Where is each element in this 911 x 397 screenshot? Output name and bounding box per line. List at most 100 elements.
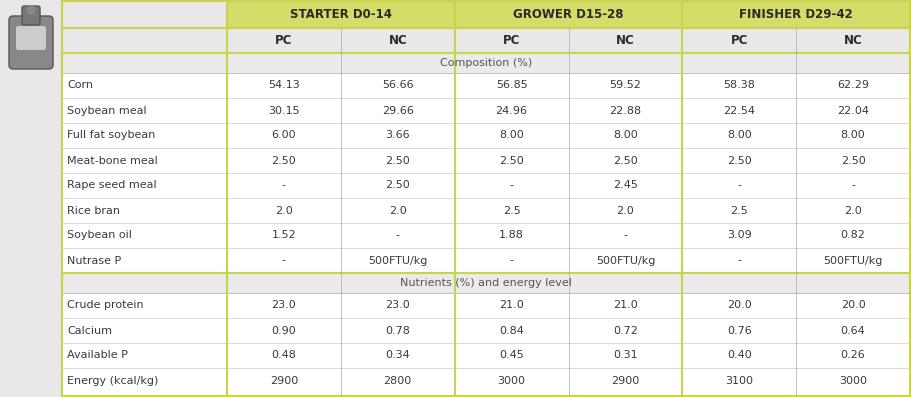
Text: 0.82: 0.82 [841,231,865,241]
Bar [62,223,910,248]
Bar [796,28,910,53]
Text: Soybean oil: Soybean oil [67,231,132,241]
Bar [62,28,227,53]
Text: 22.04: 22.04 [837,106,869,116]
Text: 0.26: 0.26 [841,351,865,360]
Text: 2.50: 2.50 [613,156,638,166]
Text: 2.50: 2.50 [727,156,752,166]
Text: 8.00: 8.00 [499,131,524,141]
Text: 20.0: 20.0 [727,301,752,310]
Text: 2.5: 2.5 [503,206,520,216]
Text: 0.78: 0.78 [385,326,410,335]
Bar [62,123,910,148]
Text: 2800: 2800 [384,376,412,385]
Bar [62,1,227,28]
Text: 0.64: 0.64 [841,326,865,335]
Bar [341,28,455,53]
Text: 20.0: 20.0 [841,301,865,310]
Text: 500FTU/kg: 500FTU/kg [368,256,427,266]
Text: 0.90: 0.90 [271,326,296,335]
Text: 1.52: 1.52 [271,231,296,241]
Text: 0.72: 0.72 [613,326,638,335]
Text: 56.66: 56.66 [382,81,414,91]
Text: 2.50: 2.50 [385,181,410,191]
Text: 0.31: 0.31 [613,351,638,360]
Bar [62,293,910,318]
Bar [62,368,910,393]
Text: 500FTU/kg: 500FTU/kg [596,256,655,266]
Text: Rice bran: Rice bran [67,206,120,216]
Text: 22.54: 22.54 [723,106,755,116]
Text: GROWER D15-28: GROWER D15-28 [513,8,624,21]
Text: 2.45: 2.45 [613,181,638,191]
Text: NC: NC [388,34,407,47]
Text: 500FTU/kg: 500FTU/kg [824,256,883,266]
Text: -: - [737,256,742,266]
Text: 8.00: 8.00 [613,131,638,141]
Text: 0.48: 0.48 [271,351,296,360]
Text: Corn: Corn [67,81,93,91]
Text: 1.88: 1.88 [499,231,524,241]
Text: -: - [851,181,855,191]
Text: NC: NC [844,34,863,47]
Text: Energy (kcal/kg): Energy (kcal/kg) [67,376,159,385]
Text: 3100: 3100 [725,376,753,385]
Bar [568,28,682,53]
Text: 2900: 2900 [611,376,640,385]
Text: -: - [509,256,514,266]
FancyBboxPatch shape [9,16,53,69]
Bar [227,28,341,53]
Bar [62,148,910,173]
Text: 59.52: 59.52 [609,81,641,91]
Text: Crude protein: Crude protein [67,301,144,310]
Text: 6.00: 6.00 [271,131,296,141]
Text: 21.0: 21.0 [613,301,638,310]
Text: Meat-bone meal: Meat-bone meal [67,156,158,166]
FancyBboxPatch shape [16,26,46,50]
Text: 2.5: 2.5 [731,206,748,216]
Text: PC: PC [731,34,748,47]
Text: 2.0: 2.0 [844,206,862,216]
Text: 2.50: 2.50 [385,156,410,166]
Bar [62,98,910,123]
Bar [62,273,910,293]
Bar [682,28,796,53]
Text: 8.00: 8.00 [727,131,752,141]
Bar [62,73,910,98]
Text: Rape seed meal: Rape seed meal [67,181,157,191]
Text: Composition (%): Composition (%) [440,58,532,68]
Text: 2.0: 2.0 [389,206,406,216]
Text: PC: PC [503,34,520,47]
Text: -: - [737,181,742,191]
Text: 3000: 3000 [497,376,526,385]
Text: -: - [281,256,286,266]
Text: 54.13: 54.13 [268,81,300,91]
Text: 2.0: 2.0 [617,206,634,216]
Bar [0,0,62,397]
FancyBboxPatch shape [22,6,40,25]
Text: 2.50: 2.50 [841,156,865,166]
Text: Available P: Available P [67,351,128,360]
Bar [62,248,910,273]
Bar [62,198,910,223]
Bar [227,1,455,28]
Bar [0,0,62,397]
Text: 62.29: 62.29 [837,81,869,91]
Text: 0.40: 0.40 [727,351,752,360]
Text: Full fat soybean: Full fat soybean [67,131,156,141]
Bar [62,318,910,343]
Text: -: - [395,231,400,241]
Circle shape [27,6,35,14]
Bar [62,53,910,73]
Text: 2900: 2900 [270,376,298,385]
Text: STARTER D0-14: STARTER D0-14 [290,8,392,21]
Text: 24.96: 24.96 [496,106,527,116]
Bar [455,1,682,28]
Text: 0.34: 0.34 [385,351,410,360]
Text: 0.45: 0.45 [499,351,524,360]
Text: 3.09: 3.09 [727,231,752,241]
Text: PC: PC [275,34,292,47]
Text: 0.76: 0.76 [727,326,752,335]
Text: 30.15: 30.15 [268,106,300,116]
Text: 8.00: 8.00 [841,131,865,141]
